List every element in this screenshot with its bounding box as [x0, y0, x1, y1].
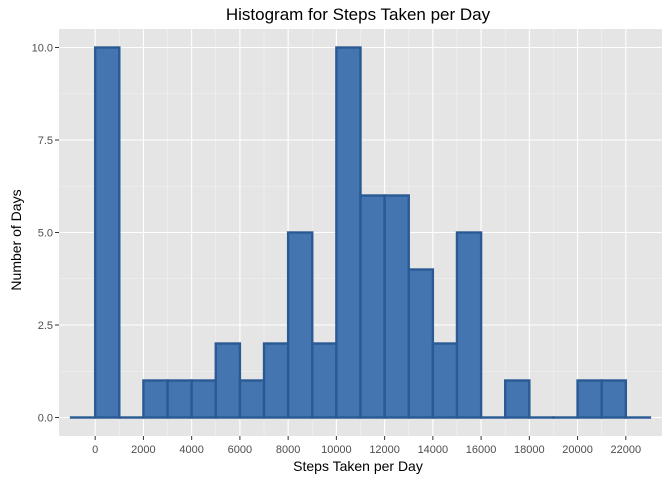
x-tick-label: 14000 [418, 444, 449, 456]
y-tick-label: 7.5 [38, 135, 53, 147]
histogram-bar [335, 46, 362, 419]
histogram-bar [504, 379, 531, 419]
y-tick-label: 5.0 [38, 228, 53, 240]
histogram-bar [407, 268, 435, 419]
y-tick-label: 2.5 [38, 320, 53, 332]
histogram-bar [166, 379, 193, 419]
x-tick-label: 4000 [179, 444, 203, 456]
histogram-bar [238, 379, 266, 419]
histogram-bar [431, 342, 459, 419]
x-tick-label: 22000 [611, 444, 642, 456]
y-axis: 0.0 2.5 5.0 7.5 10.0 [32, 43, 59, 425]
x-tick-label: 12000 [369, 444, 400, 456]
x-tick-label: 18000 [514, 444, 545, 456]
x-tick-label: 2000 [131, 444, 155, 456]
y-axis-title: Number of Days [8, 189, 24, 290]
x-tick-label: 16000 [466, 444, 497, 456]
chart-title: Histogram for Steps Taken per Day [226, 5, 491, 24]
histogram-bar [286, 231, 314, 419]
x-tick-label: 20000 [562, 444, 593, 456]
histogram-bar [576, 379, 603, 419]
histogram-bar [311, 342, 338, 419]
x-tick-label: 10000 [321, 444, 352, 456]
histogram-bar [93, 46, 121, 419]
histogram-bar [190, 379, 217, 419]
histogram-bar [142, 379, 169, 419]
histogram-bar [600, 379, 628, 419]
x-axis: 0 2000 4000 6000 8000 10000 12000 14000 16000 180… [92, 436, 641, 456]
histogram-bar [262, 342, 290, 419]
histogram-bar [383, 194, 410, 419]
x-tick-label: 8000 [276, 444, 300, 456]
histogram-bar [359, 194, 386, 419]
histogram-bar [214, 342, 242, 419]
y-tick-label: 0.0 [38, 413, 53, 425]
y-tick-label: 10.0 [32, 43, 53, 55]
x-tick-label: 0 [92, 444, 98, 456]
histogram-bars [69, 46, 652, 419]
x-tick-label: 6000 [228, 444, 252, 456]
x-axis-title: Steps Taken per Day [293, 458, 423, 474]
histogram-bar [455, 231, 483, 419]
